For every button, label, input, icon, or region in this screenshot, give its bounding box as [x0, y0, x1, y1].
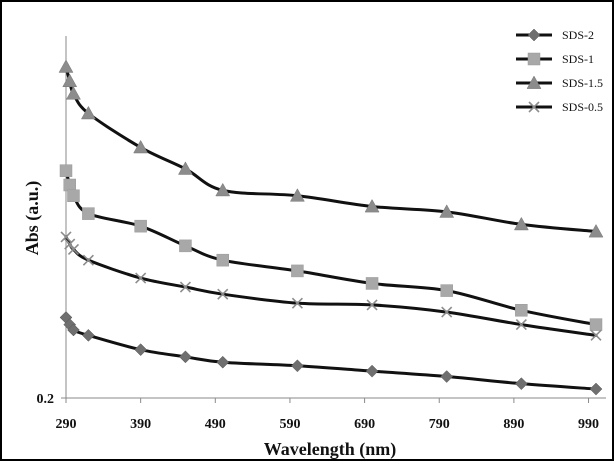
legend: SDS-2 SDS-1 SDS-1.5 SDS-0.5	[516, 28, 603, 114]
data-point-sds-1	[515, 304, 528, 317]
data-point-sds-1.5	[80, 105, 96, 120]
data-point-sds-1	[365, 277, 379, 290]
data-point-sds-1	[291, 264, 304, 278]
data-point-sds-1.5	[513, 216, 529, 231]
data-point-sds-1	[82, 207, 95, 220]
data-point-sds-1	[179, 239, 192, 253]
data-point-sds-1	[134, 219, 147, 233]
x-tick-label: 890	[503, 417, 524, 432]
data-point-sds-2	[82, 328, 95, 342]
legend-label: SDS-1	[562, 52, 594, 66]
data-point-sds-0.5	[515, 319, 527, 331]
data-point-sds-2	[134, 343, 148, 357]
data-point-sds-2	[291, 359, 304, 373]
data-point-sds-2	[216, 355, 230, 369]
x-tick-label: 490	[205, 417, 226, 432]
data-point-sds-1	[216, 253, 230, 267]
data-point-sds-2	[179, 350, 192, 364]
data-point-sds-1.5	[215, 182, 231, 197]
x-tick-label: 390	[130, 417, 151, 432]
data-point-sds-1.5	[588, 224, 604, 238]
data-point-sds-1.5	[58, 59, 74, 73]
data-point-sds-1	[59, 164, 73, 177]
data-point-sds-0.5	[82, 254, 94, 266]
data-point-sds-0.5	[366, 299, 378, 311]
legend-marker	[526, 75, 542, 89]
x-tick-label: 590	[279, 417, 300, 432]
data-point-sds-2	[440, 370, 454, 383]
x-tick-label: 790	[429, 417, 450, 432]
data-point-sds-1.5	[178, 161, 193, 175]
x-tick-label: 690	[354, 417, 375, 432]
legend-marker	[528, 101, 540, 113]
legend-marker	[527, 28, 541, 42]
x-tick-label: 990	[578, 417, 599, 432]
data-point-sds-0.5	[441, 306, 453, 318]
x-tick-label: 290	[56, 417, 77, 432]
data-point-sds-1.5	[364, 198, 380, 213]
y-axis-title: Abs (a.u.)	[22, 181, 43, 256]
data-point-sds-0.5	[64, 238, 76, 250]
legend-label: SDS-0.5	[562, 100, 603, 114]
data-point-sds-1	[440, 284, 453, 297]
legend-marker	[527, 52, 541, 66]
data-point-sds-1	[63, 178, 76, 192]
data-point-sds-1.5	[133, 139, 149, 154]
data-point-sds-1.5	[66, 86, 81, 100]
data-point-sds-1.5	[439, 204, 455, 218]
data-point-sds-2	[589, 382, 603, 396]
x-axis-title: Wavelength (nm)	[264, 439, 397, 460]
data-point-sds-2	[514, 377, 528, 391]
data-point-sds-0.5	[179, 281, 192, 293]
legend-label: SDS-1.5	[562, 76, 603, 90]
plot-area: 290 390 490 590 690 790 890 990 0.2	[37, 36, 606, 432]
data-point-sds-0.5	[217, 288, 229, 300]
y-tick-label: 0.2	[37, 392, 55, 407]
data-point-sds-0.5	[590, 329, 602, 341]
data-point-sds-2	[365, 364, 379, 378]
data-point-sds-0.5	[135, 272, 147, 284]
data-point-sds-0.5	[60, 231, 72, 243]
legend-label: SDS-2	[562, 28, 594, 42]
data-point-sds-1	[589, 318, 603, 331]
data-point-sds-1.5	[62, 73, 78, 88]
data-point-sds-2	[67, 323, 80, 337]
data-point-sds-0.5	[67, 243, 80, 255]
data-point-sds-1	[67, 189, 80, 202]
data-point-sds-0.5	[291, 297, 303, 309]
data-point-sds-1.5	[289, 188, 305, 202]
